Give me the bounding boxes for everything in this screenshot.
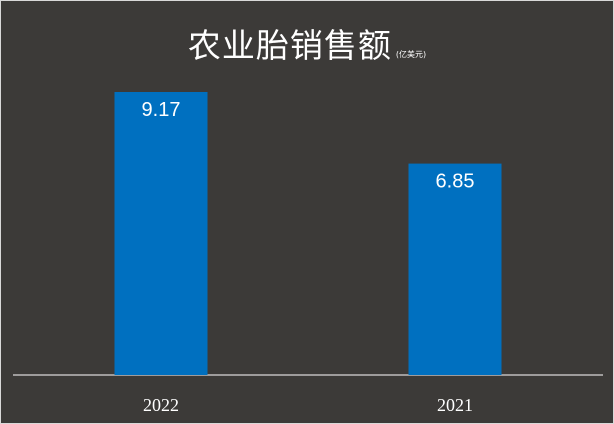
bar-2022 (114, 92, 208, 375)
x-tick-label-2021: 2021 (437, 395, 473, 415)
chart-unit: (亿美元) (395, 50, 427, 59)
data-label-2021: 6.85 (436, 171, 475, 193)
data-label-2022: 9.17 (142, 99, 181, 121)
chart-title: 农业胎销售额 (187, 26, 392, 65)
bar-2021 (408, 163, 502, 375)
title-block: 农业胎销售额 (亿美元) (1, 19, 613, 67)
x-tick-label-2022: 2022 (143, 395, 179, 415)
